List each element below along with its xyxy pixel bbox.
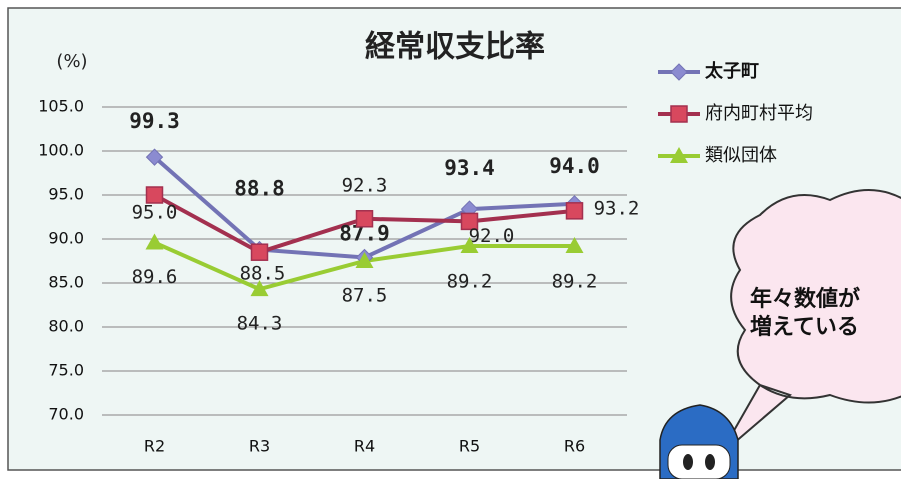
data-label: 95.0 [132, 202, 178, 224]
legend-marker [671, 106, 687, 122]
y-tick-label: 75.0 [48, 361, 84, 380]
chart-title: 経常収支比率 [365, 30, 545, 65]
point [567, 203, 583, 219]
x-tick-label: R3 [249, 437, 270, 456]
chart: 経常収支比率 (%) 年々数値が 増えている 70.0 75.0 80.0 85.0 9… [0, 0, 901, 479]
data-label: 89.6 [132, 266, 178, 288]
x-tick-label: R6 [564, 437, 585, 456]
data-label: 94.0 [549, 154, 600, 178]
legend-label: 府内町村平均 [705, 103, 813, 124]
x-tick-label: R4 [354, 437, 375, 456]
data-label: 87.5 [342, 285, 388, 307]
data-label: 88.8 [234, 177, 285, 201]
data-label: 89.2 [447, 271, 493, 293]
y-tick-label: 95.0 [48, 185, 84, 204]
y-axis-label: (%) [56, 51, 87, 72]
data-label: 88.5 [240, 263, 286, 285]
data-label: 93.4 [444, 156, 495, 180]
y-tick-label: 80.0 [48, 317, 84, 336]
annotation-line: 増えている [750, 314, 859, 340]
legend-label: 太子町 [705, 60, 759, 82]
y-tick-label: 85.0 [48, 273, 84, 292]
data-label: 92.0 [469, 225, 515, 247]
annotation-line: 年々数値が [750, 286, 860, 312]
point [252, 244, 268, 260]
data-label: 84.3 [237, 313, 283, 335]
y-tick-label: 70.0 [48, 405, 84, 424]
data-label: 99.3 [129, 109, 180, 133]
legend-label: 類似団体 [705, 145, 777, 166]
y-tick-label: 90.0 [48, 229, 84, 248]
point [357, 211, 373, 227]
data-label: 89.2 [552, 271, 598, 293]
data-label: 92.3 [342, 174, 388, 196]
data-label: 93.2 [594, 197, 640, 219]
y-tick-label: 105.0 [38, 97, 84, 116]
y-tick-label: 100.0 [38, 141, 84, 160]
x-tick-label: R5 [459, 437, 480, 456]
x-tick-label: R2 [144, 437, 165, 456]
